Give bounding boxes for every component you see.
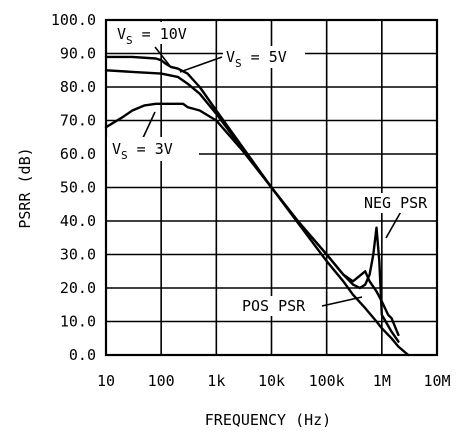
leader-vs10 <box>154 46 171 67</box>
y-tick-label-60: 60.0 <box>60 145 96 163</box>
y-tick-label-100: 100.0 <box>51 11 96 29</box>
annotation-vs3-bg <box>107 137 199 161</box>
annotation-vs5: VS = 5V <box>223 46 305 70</box>
annotation-vs10-v: V <box>117 25 126 43</box>
annotation-vs3-sub: S <box>121 149 128 162</box>
annotation-vs5-bg <box>223 46 305 68</box>
annotation-vs5-rest: = 5V <box>242 48 287 66</box>
annotation-neg-psr: NEG PSR <box>361 193 433 213</box>
leader-vs3 <box>141 111 156 141</box>
y-tick-label-20: 20.0 <box>60 279 96 297</box>
x-tick-label-100: 100 <box>148 372 175 390</box>
y-tick-label-70: 70.0 <box>60 112 96 130</box>
x-tick-label-10k: 10k <box>258 372 285 390</box>
annotation-neg-psr-label: NEG PSR <box>364 194 428 212</box>
annotation-vs3: VS = 3V <box>107 137 199 162</box>
annotation-pos-psr: POS PSR <box>240 296 320 316</box>
annotation-vs5-sub: S <box>235 57 242 70</box>
y-tick-label-10: 10.0 <box>60 313 96 331</box>
leader-pos <box>321 296 363 307</box>
y-axis-label: PSRR (dB) <box>16 147 34 228</box>
svg-text:VS = 10V: VS = 10V <box>117 25 187 47</box>
svg-text:VS = 3V: VS = 3V <box>112 140 173 162</box>
y-tick-label-40: 40.0 <box>60 212 96 230</box>
x-tick-label-100k: 100k <box>309 372 345 390</box>
y-tick-label-0: 0.0 <box>69 346 96 364</box>
y-tick-label-30: 30.0 <box>60 246 96 264</box>
annotation-neg-psr-bg <box>361 193 433 213</box>
x-tick-label-10: 10 <box>97 372 115 390</box>
series-curves <box>104 55 410 357</box>
leader-vs5 <box>179 56 223 73</box>
plot-frame <box>104 18 439 357</box>
x-axis-label: FREQUENCY (Hz) <box>205 411 331 429</box>
svg-text:VS = 5V: VS = 5V <box>226 48 287 70</box>
annotation-pos-psr-label: POS PSR <box>242 297 306 315</box>
x-tick-label-10M: 10M <box>423 372 450 390</box>
y-tick-label-90: 90.0 <box>60 45 96 63</box>
annotation-vs3-rest: = 3V <box>128 140 173 158</box>
series-line-3 <box>104 102 400 337</box>
x-tick-label-1k: 1k <box>207 372 225 390</box>
annotation-vs10: VS = 10V <box>115 22 197 47</box>
annotation-vs10-bg <box>115 22 197 44</box>
annotation-vs5-v: V <box>226 48 235 66</box>
annotation-vs10-sub: S <box>126 34 133 47</box>
annotation-pos-psr-bg <box>240 296 320 316</box>
tick-labels: 10 100 1k 10k 100k 1M 10M 0.0 10.0 20.0 30.0 40.0 50… <box>51 11 451 390</box>
x-tick-label-1M: 1M <box>373 372 391 390</box>
y-tick-label-50: 50.0 <box>60 179 96 197</box>
y-tick-label-80: 80.0 <box>60 78 96 96</box>
annotation-vs3-v: V <box>112 140 121 158</box>
annotation-leaders <box>141 46 404 307</box>
annotation-vs10-rest: = 10V <box>133 25 187 43</box>
